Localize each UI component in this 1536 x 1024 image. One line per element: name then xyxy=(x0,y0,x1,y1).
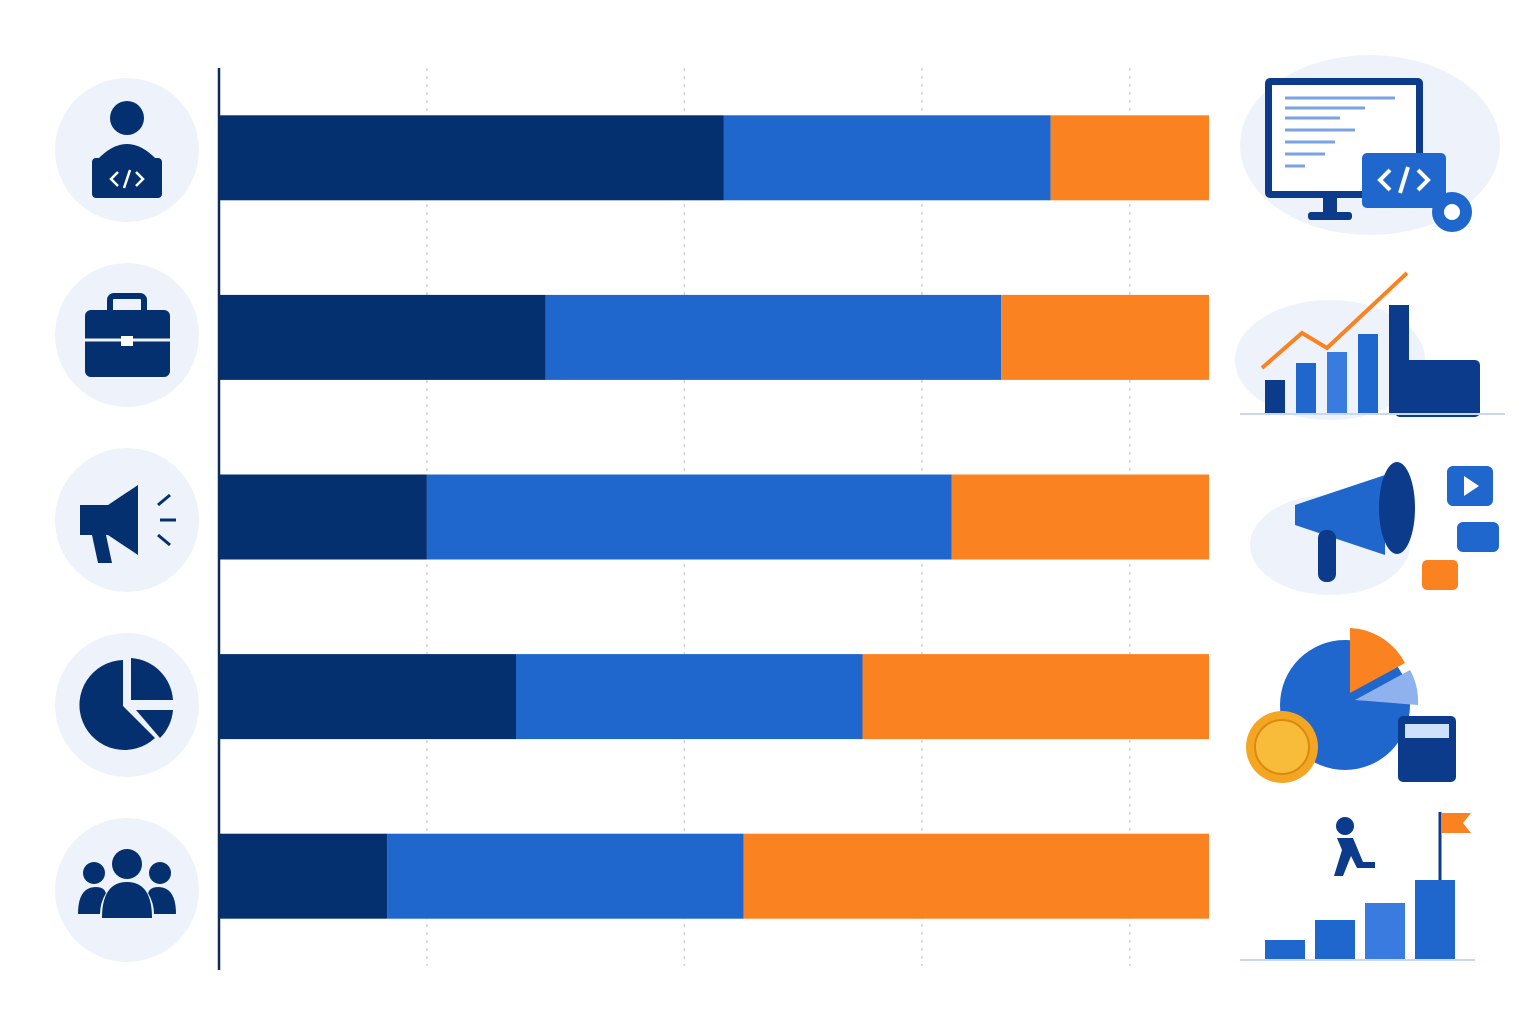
illustration xyxy=(1265,380,1285,413)
icon xyxy=(92,535,112,563)
bar-segment xyxy=(1050,115,1209,201)
illustration xyxy=(1323,198,1337,212)
illustration xyxy=(1315,920,1355,960)
illustration xyxy=(1296,363,1316,413)
icon xyxy=(83,862,105,884)
illustration xyxy=(1405,724,1449,738)
icon xyxy=(97,144,157,160)
icon xyxy=(110,101,144,135)
illustration xyxy=(1379,462,1415,554)
illustration xyxy=(1457,522,1499,552)
icon xyxy=(149,862,171,884)
illustration xyxy=(1365,903,1405,960)
bar-segment xyxy=(219,833,388,919)
bar-segment xyxy=(387,833,744,919)
icon xyxy=(78,887,176,914)
illustration xyxy=(1415,880,1455,960)
icon xyxy=(131,658,173,700)
icon xyxy=(109,169,145,189)
illustration xyxy=(1318,530,1336,582)
bar-segment xyxy=(219,294,546,380)
category-icons xyxy=(55,78,199,962)
bar-segment xyxy=(723,115,1051,201)
bar-segment xyxy=(219,474,427,560)
bar-segment xyxy=(1001,294,1209,380)
illustration xyxy=(1295,475,1385,555)
bar-segment xyxy=(219,115,724,201)
bar-segment xyxy=(743,833,1209,919)
illustration xyxy=(1358,334,1378,413)
icon xyxy=(157,493,176,547)
icon-circle xyxy=(55,633,199,777)
illustration xyxy=(1350,628,1405,693)
illustration xyxy=(1327,352,1347,413)
icon xyxy=(102,882,152,918)
bar-segment xyxy=(516,654,863,740)
icon xyxy=(79,660,155,750)
illustration xyxy=(1395,360,1480,417)
icon xyxy=(121,336,133,346)
illustration xyxy=(1422,560,1458,590)
illustration xyxy=(1308,212,1352,220)
icon xyxy=(107,293,147,317)
icon xyxy=(136,710,173,738)
illustration xyxy=(1336,817,1354,835)
illustration xyxy=(1377,166,1431,194)
illustration xyxy=(1285,96,1395,168)
illustration xyxy=(1254,719,1310,775)
bar-segment xyxy=(219,654,516,740)
icon xyxy=(80,485,138,555)
illustration xyxy=(1265,940,1305,960)
illustration xyxy=(1355,670,1419,705)
illustration xyxy=(1441,813,1471,833)
bar-segment xyxy=(862,654,1209,740)
illustration xyxy=(1334,838,1375,876)
icon xyxy=(112,849,142,879)
bar-segment xyxy=(426,474,952,560)
illustrations xyxy=(1235,55,1505,961)
bar-segment xyxy=(545,294,1002,380)
illustration xyxy=(1464,476,1479,496)
bar-segment xyxy=(951,474,1209,560)
illustration xyxy=(1444,204,1460,220)
illustration xyxy=(1260,271,1409,370)
